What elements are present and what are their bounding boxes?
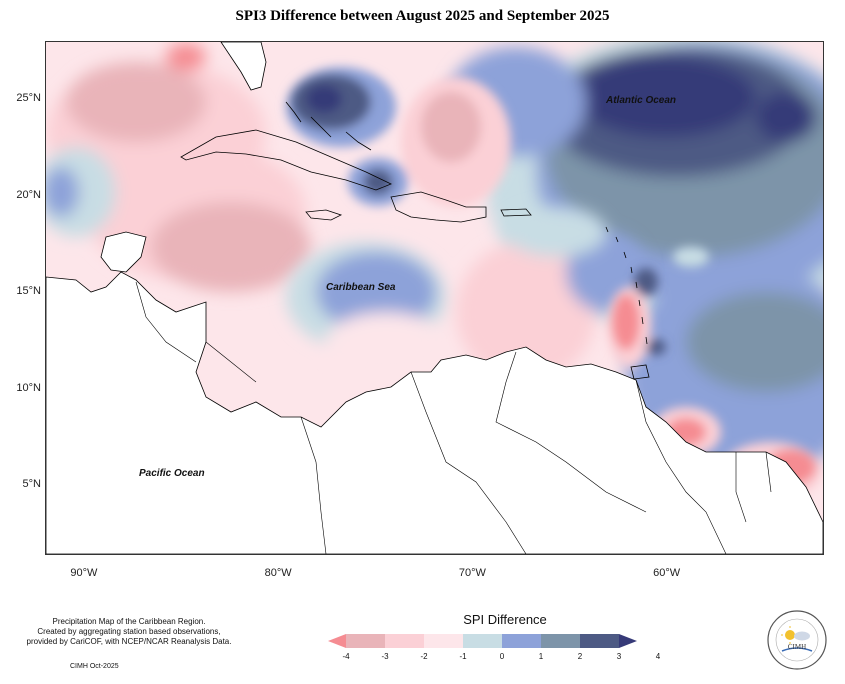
y-tick-label: 5°N [22,478,41,491]
legend-tick-label: 2 [577,652,583,661]
legend-tick-label: -1 [459,652,467,661]
x-tick-label: 60°W [653,567,681,579]
spi-field-bahamas [286,67,511,207]
legend-tick-label: 1 [538,652,544,661]
legend-tick-label: -2 [420,652,428,661]
map-frame: Atlantic Ocean Caribbean Sea Pacific Oce… [45,41,824,555]
legend-tick-label: -4 [342,652,350,661]
x-tick-label: 80°W [264,567,292,579]
x-tick-label: 70°W [458,567,486,579]
spi-map [46,42,823,554]
cimh-logo-icon: CIMH [767,610,827,670]
x-tick-label: 90°W [70,567,98,579]
credit-text: CIMH Oct-2025 [70,663,119,670]
description-line-1: Precipitation Map of the Caribbean Regio… [52,617,206,626]
legend-tick-label: 3 [616,652,622,661]
caribbean-sea-label: Caribbean Sea [326,282,396,293]
y-tick-label: 10°N [16,381,41,394]
legend-bin [580,634,619,648]
description-line-3: provided by CariCOF, with NCEP/NCAR Rean… [26,637,232,646]
land-masses [46,42,823,554]
legend-bin [619,634,637,648]
spi-field-antilles [607,247,709,367]
legend-tick-label: 4 [655,652,661,661]
y-tick-label: 20°N [16,188,41,201]
legend-bin [328,634,346,648]
spi-field-gulf [46,43,311,292]
coastlines [180,101,650,380]
color-legend [328,634,637,648]
legend-bin [541,634,580,648]
legend-tick-label: 0 [499,652,505,661]
legend-bin [502,634,541,648]
description-line-2: Created by aggregating station based obs… [37,627,221,636]
legend-bin [346,634,385,648]
legend-tick-label: -3 [381,652,389,661]
legend-title: SPI Difference [463,612,547,627]
country-borders [135,281,772,554]
y-tick-label: 25°N [16,91,41,104]
legend-bin [463,634,502,648]
map-title: SPI3 Difference between August 2025 and … [235,8,610,24]
logo-text: CIMH [788,643,806,651]
legend-bin [424,634,463,648]
map-description: Precipitation Map of the Caribbean Regio… [14,617,244,647]
y-tick-label: 15°N [16,285,41,298]
pacific-ocean-label: Pacific Ocean [139,468,205,479]
atlantic-ocean-label: Atlantic Ocean [606,95,677,106]
legend-bin [385,634,424,648]
